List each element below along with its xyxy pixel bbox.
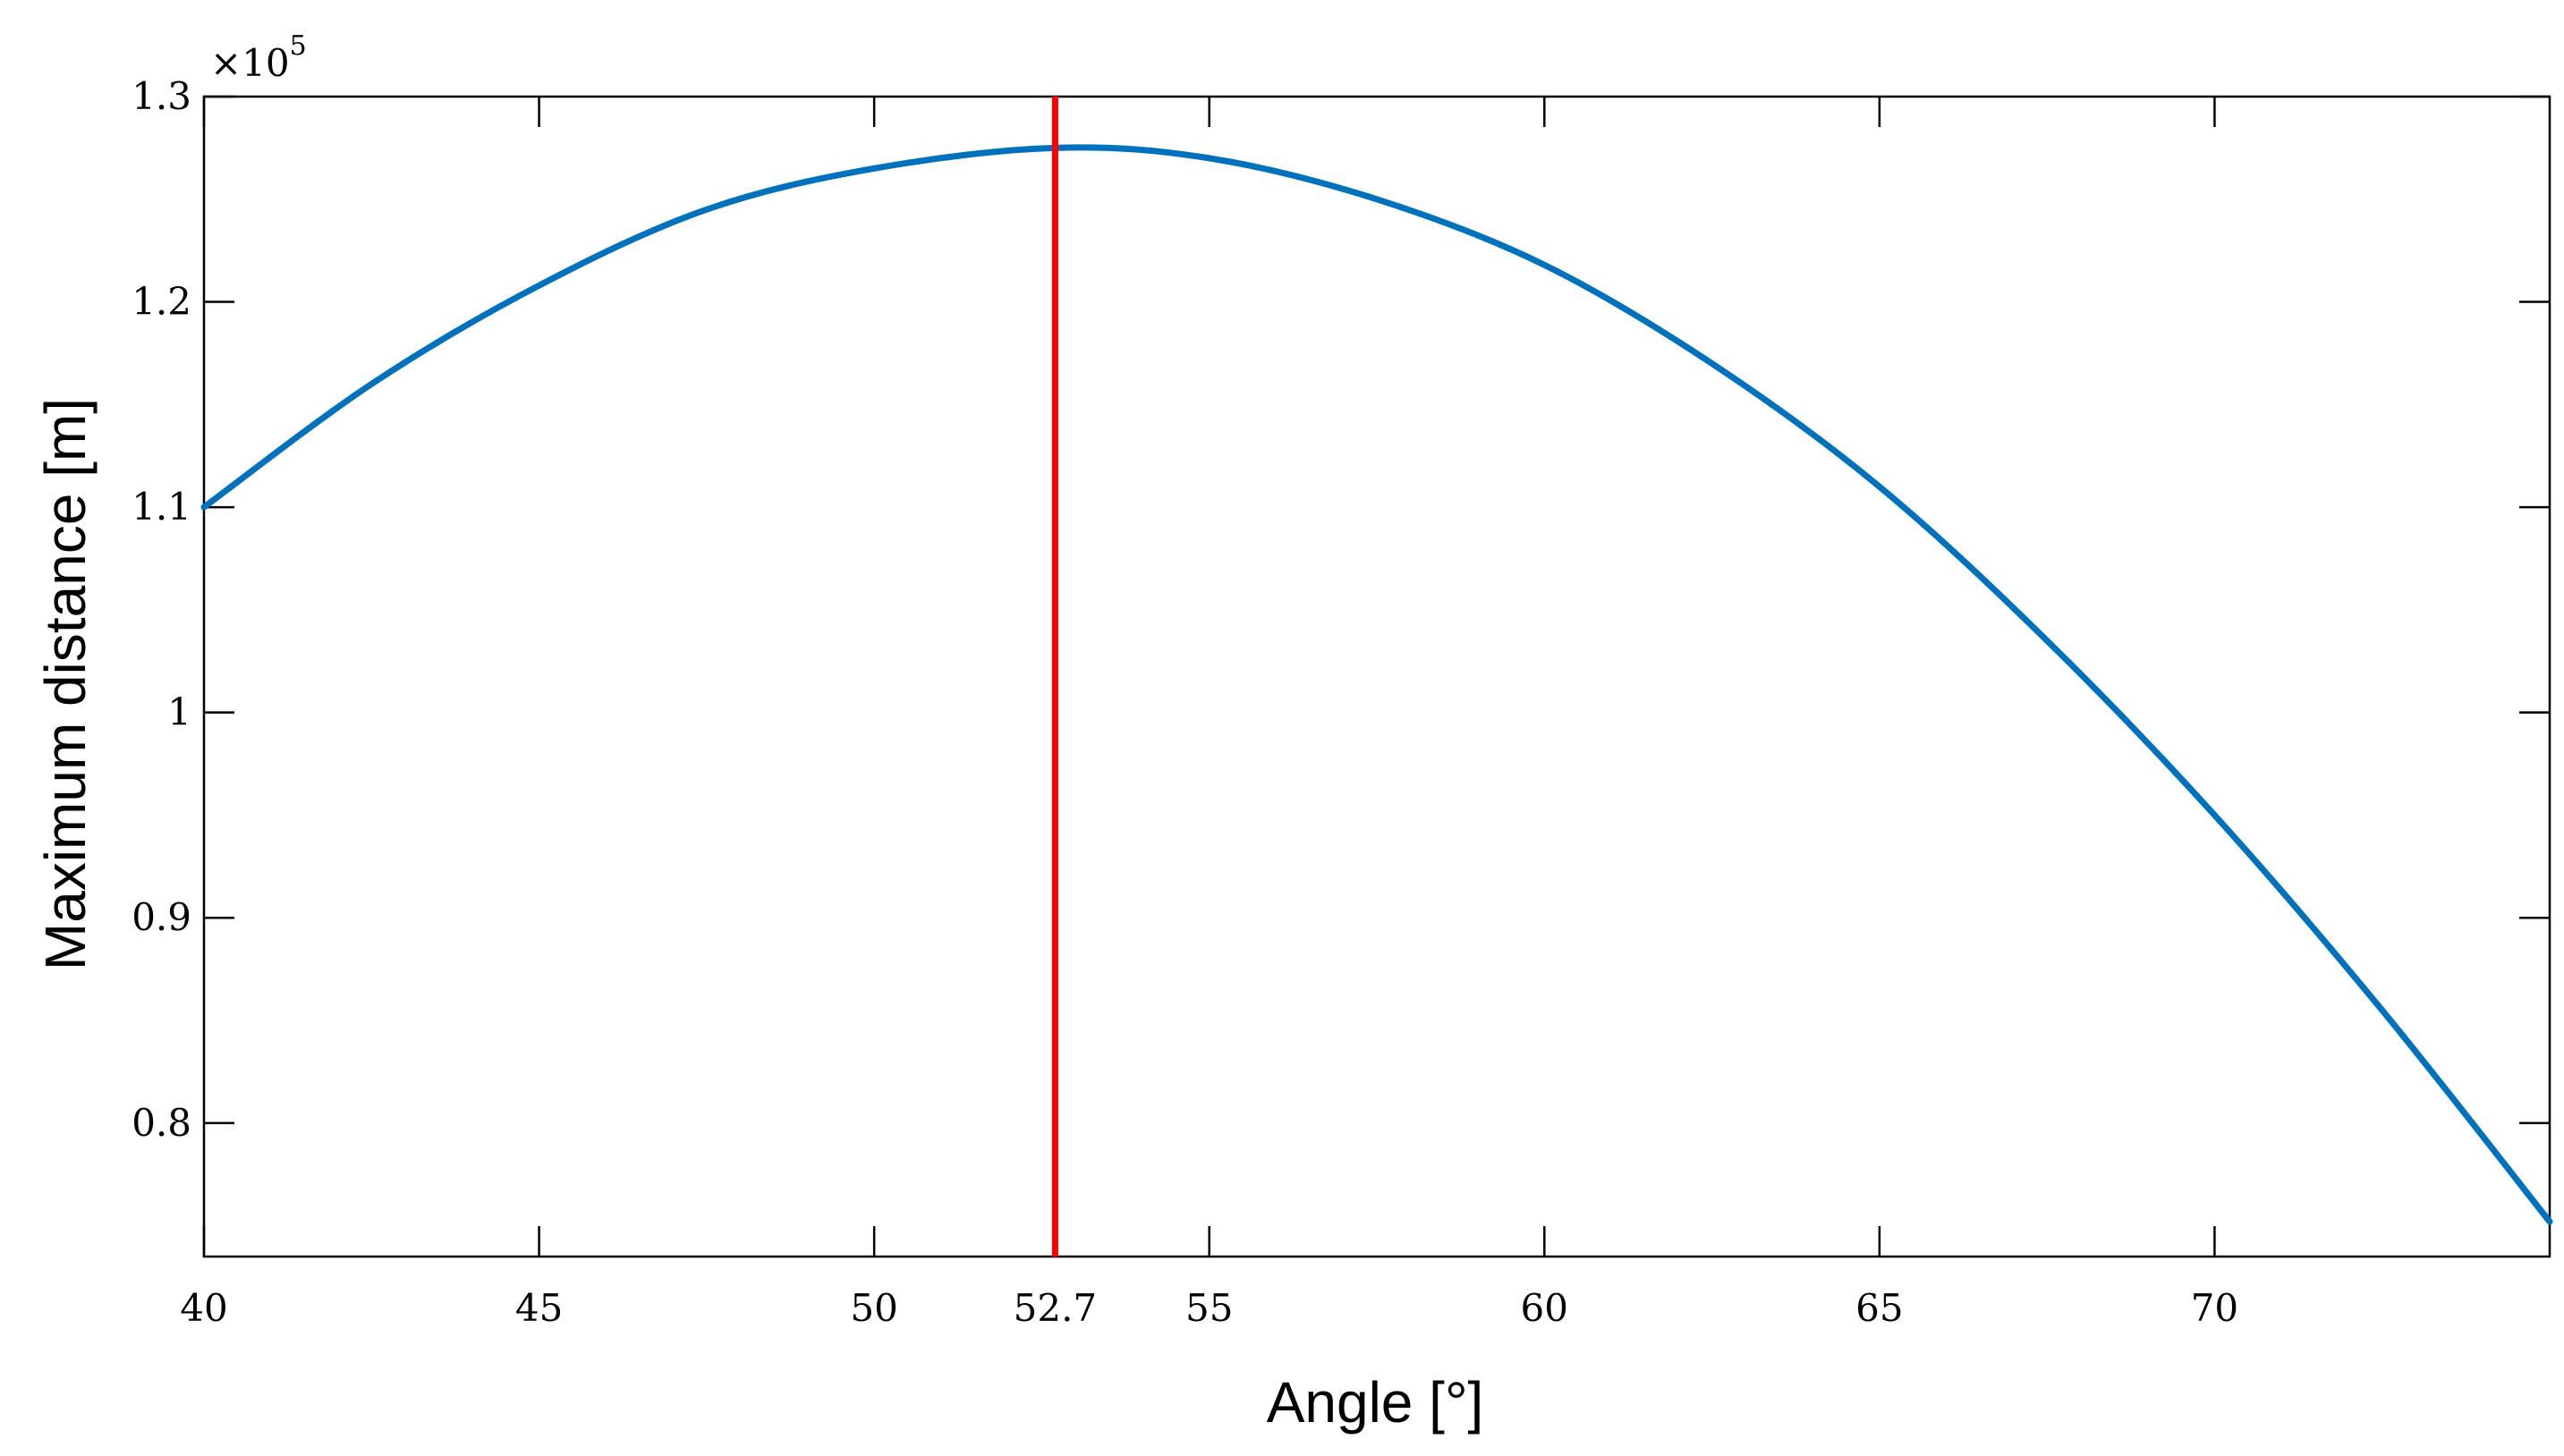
y-multiplier-exponent: 5	[290, 30, 307, 62]
y-multiplier-base: ×10	[210, 41, 290, 85]
x-tick-label: 60	[1521, 1286, 1568, 1330]
x-tick-label: 70	[2191, 1286, 2238, 1330]
series-line	[200, 144, 2553, 1225]
x-tick-label: 52.7	[1014, 1286, 1098, 1330]
x-axis-label: Angle [°]	[1267, 1370, 1484, 1435]
x-tick-label: 65	[1855, 1286, 1903, 1330]
plot-area: 40 45 50 52.7 55 60 65 70 0.8 0.9 1 1.1 1.2 1.3	[132, 74, 2553, 1330]
y-tick-label: 1.1	[132, 485, 191, 529]
x-tick-label: 45	[515, 1286, 563, 1330]
x-tick-label: 55	[1185, 1286, 1233, 1330]
y-tick-label: 0.9	[132, 895, 191, 939]
y-tick-label: 0.8	[132, 1101, 191, 1145]
y-axis-multiplier: ×105	[210, 30, 307, 85]
x-tick-label: 50	[850, 1286, 897, 1330]
y-axis-label: Maximum distance [m]	[33, 398, 98, 970]
x-tick-label: 40	[180, 1286, 227, 1330]
y-tick-label: 1.2	[132, 280, 191, 324]
y-tick-label: 1.3	[132, 74, 191, 118]
y-tick-label: 1	[167, 690, 191, 734]
axes-box	[202, 95, 2551, 1258]
